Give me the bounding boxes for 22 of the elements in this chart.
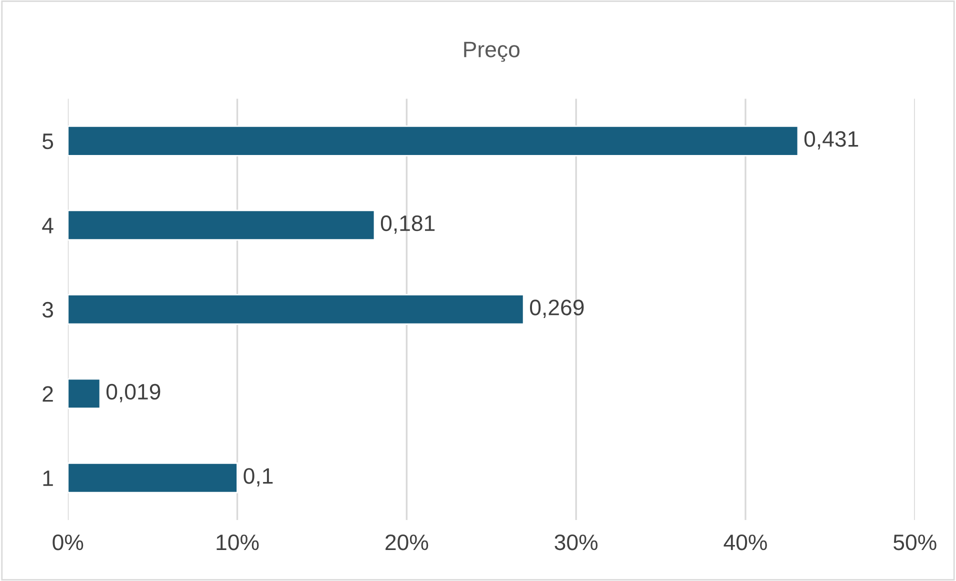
x-tick-label: 50% <box>894 534 936 550</box>
y-tick-label: 1 <box>43 470 53 486</box>
data-label: 0,269 <box>530 300 584 318</box>
x-tick-label: 20% <box>386 534 428 550</box>
x-tick-label: 10% <box>216 534 259 550</box>
bar <box>68 294 524 325</box>
data-label: 0,431 <box>804 131 858 150</box>
y-tick-label: 5 <box>42 134 54 150</box>
y-tick-label: 2 <box>42 386 53 402</box>
x-tick-label: 40% <box>724 534 767 550</box>
y-tick-label: 4 <box>42 218 54 234</box>
bar <box>68 462 238 494</box>
data-label: 0,019 <box>106 384 160 402</box>
data-label: 0,1 <box>244 468 273 486</box>
y-tick-label: 3 <box>42 302 54 318</box>
bar <box>68 125 799 156</box>
data-label: 0,181 <box>380 215 435 234</box>
chart-title: Preço <box>464 42 520 62</box>
x-tick-label: 30% <box>554 534 598 550</box>
x-tick-label: 0% <box>52 534 84 550</box>
bar <box>68 378 101 410</box>
bar <box>68 210 376 241</box>
